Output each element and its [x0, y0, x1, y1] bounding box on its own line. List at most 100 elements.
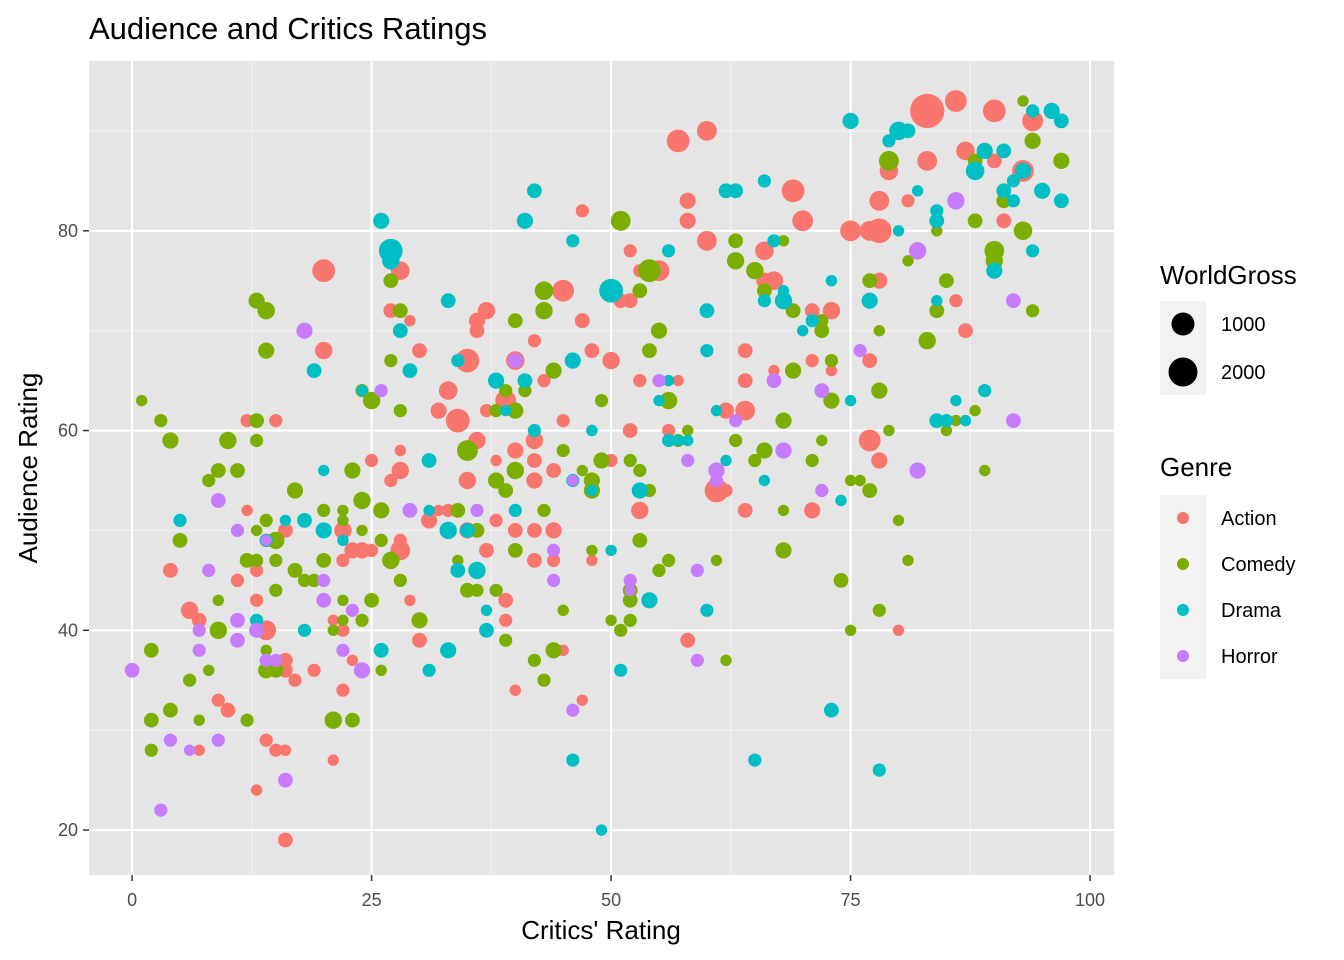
data-point-horror: [908, 242, 927, 260]
data-point-comedy: [833, 573, 849, 588]
data-point-action: [781, 179, 805, 203]
data-point-comedy: [489, 404, 503, 418]
data-point-comedy: [498, 483, 514, 498]
data-point-comedy: [337, 594, 349, 606]
data-point-comedy: [250, 433, 264, 448]
data-point-comedy: [931, 225, 943, 237]
size-legend-key-2000: [1168, 357, 1198, 387]
data-point-horror: [853, 344, 867, 358]
legend-key-drama: [1177, 604, 1189, 616]
data-point-action: [527, 523, 542, 538]
data-point-comedy: [662, 553, 676, 568]
data-point-horror: [547, 573, 561, 588]
data-point-comedy: [337, 614, 349, 626]
data-point-comedy: [950, 414, 962, 427]
data-point-action: [421, 512, 438, 529]
data-point-comedy: [143, 712, 159, 728]
data-point-action: [430, 402, 447, 419]
legend-key-horror: [1177, 650, 1189, 662]
data-point-action: [574, 313, 590, 329]
data-point-comedy: [362, 391, 381, 410]
data-point-action: [269, 414, 283, 428]
legend-label-drama: Drama: [1221, 600, 1282, 622]
data-point-action: [445, 408, 470, 433]
data-point-horror: [470, 503, 484, 517]
data-point-action: [556, 414, 570, 428]
data-point-comedy: [1024, 132, 1041, 149]
data-point-drama: [720, 454, 732, 467]
data-point-comedy: [746, 262, 764, 280]
data-point-comedy: [862, 273, 878, 289]
data-point-horror: [336, 643, 350, 657]
data-point-horror: [345, 603, 359, 617]
data-point-action: [250, 593, 264, 607]
data-point-comedy: [240, 713, 254, 727]
data-point-comedy: [650, 322, 668, 339]
data-point-action: [391, 461, 409, 480]
size-legend-title: WorldGross: [1160, 260, 1297, 290]
x-tick-label: 50: [601, 890, 621, 910]
data-point-comedy: [638, 259, 661, 283]
data-point-action: [545, 522, 562, 539]
data-point-action: [546, 463, 561, 478]
data-point-action: [679, 192, 696, 209]
series-comedy: [136, 95, 1070, 757]
data-point-horror: [269, 653, 283, 667]
y-tick-label: 20: [58, 820, 78, 840]
data-point-action: [315, 341, 333, 360]
data-point-drama: [468, 561, 486, 580]
data-point-drama: [1053, 193, 1069, 209]
data-point-comedy: [373, 502, 390, 519]
data-point-comedy: [210, 463, 226, 478]
data-point-drama: [882, 134, 896, 148]
data-point-horror: [814, 383, 830, 398]
data-point-comedy: [726, 252, 745, 270]
data-point-action: [230, 573, 245, 588]
data-point-action: [334, 521, 352, 540]
data-point-drama: [1053, 113, 1069, 129]
data-point-action: [455, 348, 480, 373]
data-point-drama: [986, 262, 1003, 279]
x-axis-title: Critics' Rating: [521, 915, 681, 945]
data-point-horror: [652, 374, 666, 388]
data-point-action: [697, 120, 717, 141]
data-point-horror: [766, 373, 782, 388]
data-point-comedy: [918, 332, 936, 350]
data-point-drama: [861, 292, 878, 309]
data-point-comedy: [610, 210, 631, 231]
data-point-horror: [202, 563, 216, 578]
data-point-drama: [297, 513, 312, 528]
data-point-action: [602, 351, 620, 370]
data-point-action: [892, 624, 905, 636]
data-point-drama: [700, 344, 714, 358]
data-point-action: [547, 553, 561, 568]
data-point-action: [526, 472, 543, 489]
data-point-comedy: [720, 654, 732, 666]
data-point-comedy: [748, 453, 762, 468]
data-point-comedy: [144, 743, 158, 757]
data-point-comedy: [143, 642, 159, 658]
data-point-action: [996, 213, 1012, 229]
data-point-drama: [450, 563, 466, 578]
data-point-action: [633, 374, 647, 388]
data-point-action: [804, 303, 820, 319]
data-point-action: [631, 501, 649, 520]
data-point-comedy: [507, 543, 523, 558]
data-point-action: [507, 442, 524, 459]
data-point-drama: [440, 293, 456, 309]
data-point-action: [622, 423, 638, 438]
data-point-drama: [439, 521, 457, 540]
data-point-action: [527, 553, 542, 568]
data-point-comedy: [775, 542, 792, 559]
data-point-comedy: [854, 474, 866, 487]
data-point-drama: [825, 275, 838, 287]
data-point-drama: [315, 522, 332, 539]
data-point-comedy: [345, 712, 360, 728]
data-point-action: [404, 594, 416, 606]
data-point-comedy: [940, 424, 953, 437]
data-point-drama: [682, 434, 694, 447]
data-point-comedy: [902, 255, 914, 267]
data-point-drama: [950, 394, 962, 407]
data-point-comedy: [248, 292, 265, 309]
